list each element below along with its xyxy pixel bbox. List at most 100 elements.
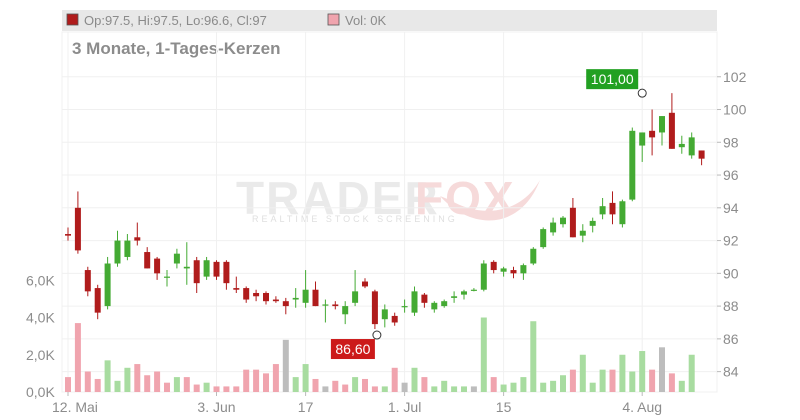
candle (104, 256, 111, 310)
candle-body (639, 132, 646, 146)
volume-bar (659, 347, 665, 392)
candle-body (183, 266, 190, 269)
candle (282, 297, 289, 315)
volume-bar (104, 360, 111, 392)
volume-tick-label: 0,0K (26, 384, 55, 400)
volume-bar (569, 369, 576, 392)
volume-bar (639, 351, 646, 392)
date-tick-label: 12. Mai (52, 399, 98, 415)
price-tick-label: 100 (723, 102, 747, 118)
candle (114, 230, 121, 267)
candle-body (668, 112, 675, 149)
candle-body (391, 315, 398, 323)
volume-bar (530, 321, 537, 392)
candle (668, 93, 675, 149)
candle-body (292, 297, 299, 300)
price-axis: 84 86 88 90 92 94 96 98 100 102 (717, 69, 747, 380)
candle-body (173, 253, 180, 264)
high-marker-dot (637, 88, 647, 98)
volume-bar (589, 382, 596, 392)
legend-bar (62, 10, 717, 31)
price-tick-label: 84 (723, 364, 739, 380)
candle-body (164, 276, 170, 278)
candle (609, 191, 616, 225)
volume-bar (510, 382, 517, 392)
candle (193, 256, 200, 293)
ohlc-legend-label: Op:97.5, Hi:97.5, Lo:96.6, Cl:97 (84, 13, 267, 28)
volume-tick-label: 6,0K (26, 272, 55, 288)
candles (65, 93, 705, 330)
volume-bar (411, 367, 418, 392)
candle-body (342, 306, 349, 315)
volume-bar (233, 386, 240, 392)
volume-bar (470, 386, 477, 392)
candle-body (470, 289, 477, 291)
candle (164, 270, 170, 287)
ohlc-legend-swatch (66, 13, 79, 26)
chart-subtitle: 3 Monate, 1-Tages-Kerzen (72, 39, 280, 58)
volume-bar (282, 339, 289, 392)
candle-body (649, 130, 656, 138)
candle (213, 260, 220, 280)
volume-bar (312, 378, 319, 392)
volume-bar (609, 369, 616, 392)
volume-bar (164, 382, 170, 392)
candle (678, 135, 685, 154)
candle-body (540, 229, 547, 248)
candle (619, 199, 626, 228)
candle (490, 260, 497, 274)
volume-bar (401, 382, 408, 392)
candle-body (272, 299, 279, 302)
candle-body (84, 270, 91, 292)
extreme-markers: 101,00 86,60 (330, 69, 647, 360)
traderfox-watermark: TRADER FOX REALTIME STOCK SCREENING (236, 172, 540, 224)
candle-body (569, 207, 576, 238)
volume-bars (65, 317, 695, 392)
volume-bar (371, 386, 378, 392)
candle (451, 291, 458, 303)
candle-body (411, 291, 418, 313)
volume-bar (461, 386, 467, 392)
candle (332, 301, 339, 310)
candle (94, 284, 101, 320)
volume-bar (629, 371, 636, 392)
volume-bar (490, 377, 497, 392)
candle-body (589, 220, 596, 226)
volume-bar (540, 382, 547, 392)
candle-body (371, 291, 378, 325)
candle (154, 256, 161, 280)
volume-bar (678, 380, 685, 392)
candle-body (560, 217, 566, 225)
candle-body (193, 260, 200, 284)
volume-bar (441, 380, 448, 392)
volume-bar (342, 384, 349, 392)
low-marker-dot (372, 330, 382, 340)
candle (629, 127, 636, 202)
volume-legend-swatch (327, 13, 340, 26)
volume-bar (134, 364, 141, 392)
volume-bar (203, 382, 210, 392)
volume-bar (243, 369, 250, 392)
low-badge (330, 339, 375, 360)
candle (253, 289, 260, 302)
volume-bar (272, 364, 279, 392)
candle-body (401, 306, 408, 308)
candle (65, 227, 71, 241)
candle (500, 266, 507, 277)
candle (342, 301, 349, 325)
volume-bar (263, 373, 269, 392)
candle (312, 281, 319, 307)
candle-body (154, 258, 161, 274)
price-tick-label: 86 (723, 331, 739, 347)
candle (579, 224, 586, 243)
price-tick-label: 98 (723, 134, 739, 150)
volume-bar (154, 371, 161, 392)
candle (540, 227, 547, 249)
candle-body (352, 291, 359, 303)
candle (233, 276, 240, 293)
high-badge-label: 101,00 (591, 71, 634, 87)
candle (292, 288, 299, 308)
volume-bar (520, 377, 527, 392)
volume-bar (352, 377, 359, 392)
